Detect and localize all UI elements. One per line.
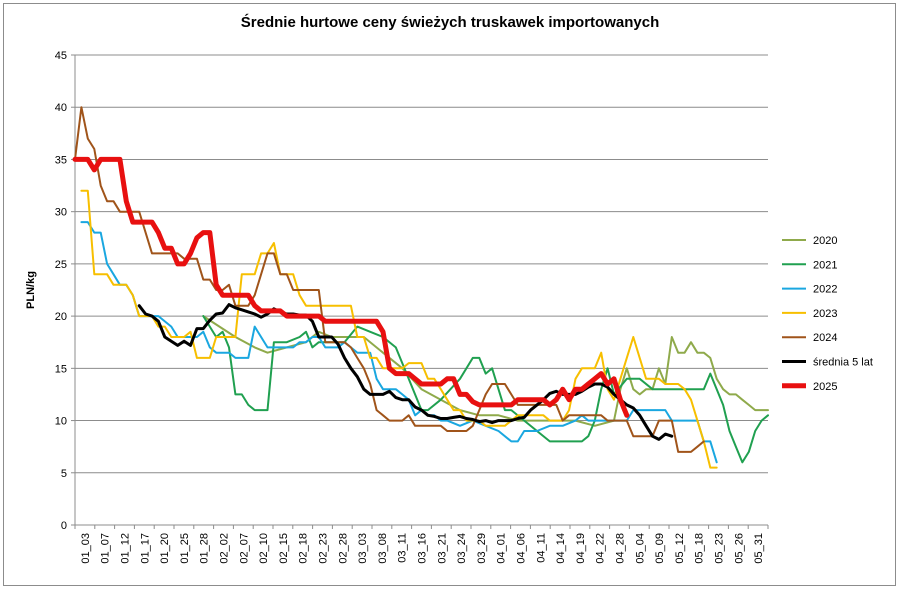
- y-tick-label: 35: [55, 154, 67, 166]
- chart-title: Średnie hurtowe ceny świeżych truskawek …: [240, 14, 660, 31]
- x-tick-label: 04_06: [516, 533, 528, 564]
- x-tick-label: 04_28: [615, 533, 627, 564]
- x-tick-label: 02_15: [278, 533, 290, 564]
- legend-label: średnia 5 lat: [813, 357, 873, 369]
- chart-frame: [3, 3, 896, 586]
- x-tick-label: 02_23: [318, 533, 330, 564]
- y-tick-label: 25: [55, 259, 67, 271]
- x-tick-label: 01_20: [159, 533, 171, 564]
- x-tick-label: 02_07: [238, 533, 250, 564]
- x-tick-label: 01_28: [199, 533, 211, 564]
- x-tick-label: 05_09: [654, 533, 666, 564]
- axes: [74, 55, 768, 526]
- y-tick-label: 20: [55, 311, 67, 323]
- legend-label: 2022: [813, 284, 837, 296]
- series-line-2020: [202, 315, 769, 427]
- y-tick-labels: 0 5 10 15 20 25 30 35 40 45: [55, 50, 67, 532]
- legend-label: 2021: [813, 259, 837, 271]
- x-tick-label: 04_14: [555, 533, 567, 564]
- y-tick-label: 0: [61, 520, 67, 532]
- series-lines: [72, 106, 769, 469]
- x-tick-label: 03_29: [476, 533, 488, 564]
- x-tick-label: 03_08: [377, 533, 389, 564]
- x-tick-label: 03_21: [436, 533, 448, 564]
- legend-label: 2025: [813, 381, 837, 393]
- x-tick-label: 04_22: [595, 533, 607, 564]
- legend-label: 2023: [813, 308, 837, 320]
- y-tick-label: 45: [55, 50, 67, 62]
- legend: 2020 2021 2022 2023 2024 średnia 5 lat 2025: [782, 235, 873, 393]
- x-tick-label: 01_25: [179, 533, 191, 564]
- y-axis-label: PLN/kg: [25, 271, 37, 309]
- x-tick-label: 02_28: [337, 533, 349, 564]
- x-tick-label: 04_01: [496, 533, 508, 564]
- y-tick-label: 10: [55, 416, 67, 428]
- x-tick-label: 03_11: [397, 533, 409, 563]
- x-tick-label: 05_12: [674, 533, 686, 564]
- x-tick-label: 01_12: [120, 533, 132, 564]
- y-tick-label: 40: [55, 102, 67, 114]
- x-tick-label: 04_19: [575, 533, 587, 564]
- y-tick-label: 15: [55, 363, 67, 375]
- x-tick-label: 05_26: [733, 533, 745, 564]
- x-tick-label: 05_04: [634, 533, 646, 564]
- series-line-2023: [80, 189, 718, 469]
- series-line-2024: [74, 106, 705, 453]
- x-tick-labels: 01_03 01_07 01_12 01_17 01_20 01_25 01_28 02_02…: [74, 525, 769, 564]
- legend-label: 2024: [813, 332, 837, 344]
- x-tick-label: 03_24: [456, 533, 468, 564]
- gridlines: [71, 54, 768, 526]
- x-tick-label: 05_23: [714, 533, 726, 564]
- x-tick-label: 01_07: [100, 533, 112, 564]
- series-line-2025: [72, 156, 630, 418]
- series-line-2021: [202, 315, 769, 464]
- x-tick-label: 02_02: [219, 533, 231, 564]
- x-tick-label: 05_31: [753, 533, 765, 564]
- x-tick-label: 04_11: [535, 533, 547, 563]
- x-tick-label: 01_17: [139, 533, 151, 564]
- x-tick-label: 02_18: [298, 533, 310, 564]
- legend-label: 2020: [813, 235, 837, 247]
- x-tick-label: 05_18: [694, 533, 706, 564]
- x-tick-label: 01_03: [80, 533, 92, 564]
- x-tick-label: 02_10: [258, 533, 270, 564]
- x-tick-label: 03_03: [357, 533, 369, 564]
- y-tick-label: 5: [61, 468, 67, 480]
- x-tick-label: 03_16: [417, 533, 429, 564]
- y-tick-label: 30: [55, 207, 67, 219]
